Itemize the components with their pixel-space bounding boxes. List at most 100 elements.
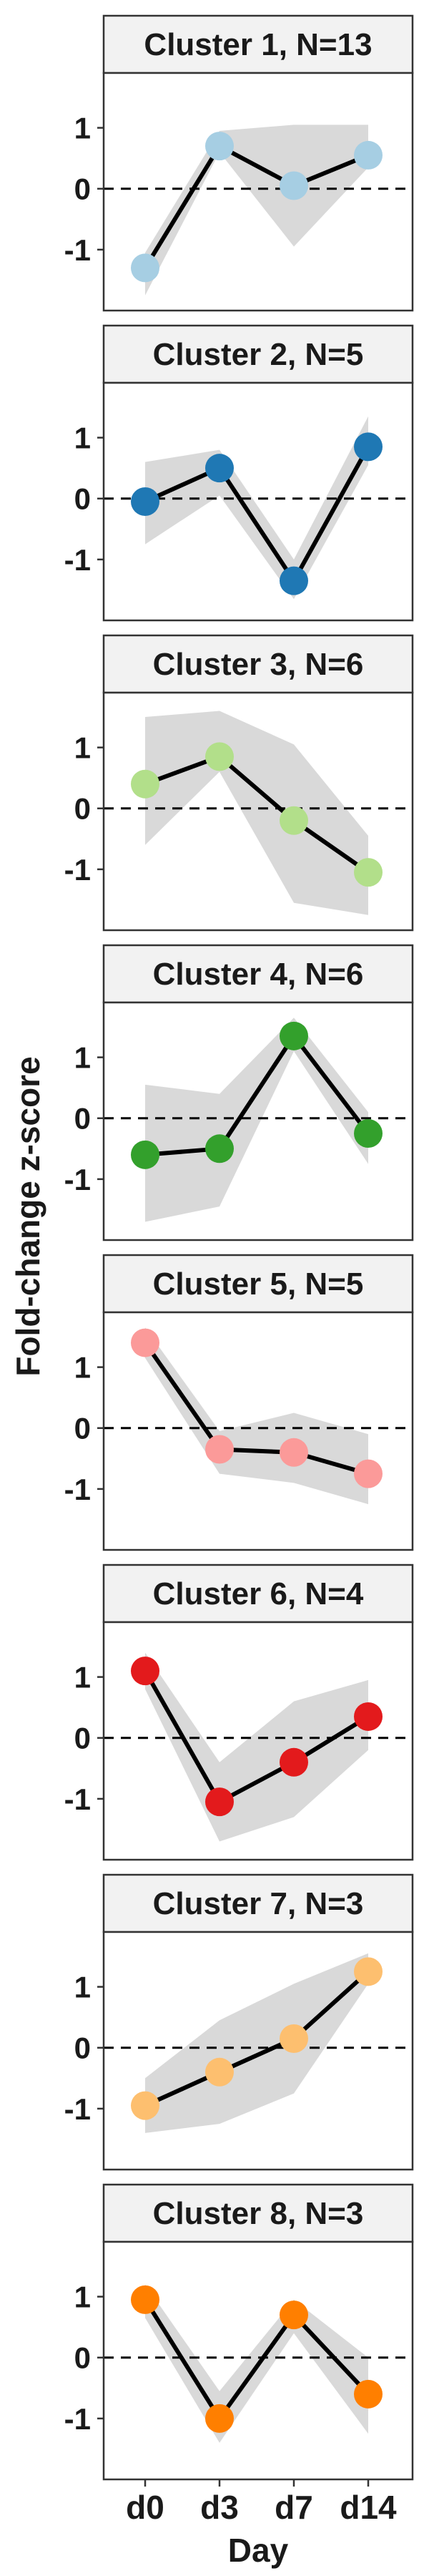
strip-header bbox=[102, 324, 414, 384]
data-point bbox=[131, 1328, 159, 1357]
x-tick-label: d3 bbox=[200, 2489, 239, 2526]
y-tick-label: 1 bbox=[74, 1041, 91, 1075]
strip-header bbox=[102, 1563, 414, 1624]
strip-header bbox=[102, 944, 414, 1004]
data-point bbox=[205, 1435, 234, 1464]
series-line bbox=[144, 1970, 370, 2108]
y-tick-label: 0 bbox=[74, 2341, 91, 2375]
panel-border bbox=[102, 381, 414, 622]
y-tick-label: 0 bbox=[74, 482, 91, 516]
y-tick-label: 0 bbox=[74, 1722, 91, 1755]
data-point bbox=[205, 1787, 234, 1817]
data-point bbox=[131, 1657, 159, 1686]
x-tick-label: d0 bbox=[126, 2489, 164, 2526]
y-tick-label: -1 bbox=[64, 2402, 91, 2436]
data-point bbox=[354, 140, 383, 170]
data-point bbox=[205, 132, 234, 161]
data-point bbox=[131, 253, 159, 283]
series-line bbox=[143, 2298, 370, 2421]
data-point bbox=[131, 2285, 159, 2314]
x-tick-label: d7 bbox=[275, 2489, 313, 2526]
y-tick-label: 1 bbox=[74, 731, 91, 765]
panel-border bbox=[102, 72, 414, 312]
x-axis: d0 d3 d7 d14 bbox=[126, 2479, 397, 2526]
strip-header bbox=[102, 14, 414, 74]
data-point bbox=[280, 2024, 308, 2053]
panel-border bbox=[102, 1621, 414, 1861]
data-point bbox=[280, 1021, 308, 1050]
strip-title: Cluster 5, N=5 bbox=[153, 1267, 364, 1302]
data-point bbox=[280, 2301, 308, 2330]
y-tick-label: 0 bbox=[74, 2031, 91, 2065]
data-point bbox=[205, 454, 234, 483]
y-tick-label: 1 bbox=[74, 2280, 91, 2314]
series-line bbox=[143, 1669, 370, 1805]
data-point bbox=[131, 769, 159, 799]
strip-header bbox=[102, 2183, 414, 2243]
y-tick-label: 1 bbox=[74, 1971, 91, 2004]
strip-title: Cluster 6, N=4 bbox=[153, 1576, 364, 1611]
strip-header bbox=[102, 634, 414, 694]
y-tick-label: 1 bbox=[74, 1661, 91, 1694]
panel-1: Cluster 1, N=13 1 0 -1 bbox=[64, 14, 414, 312]
data-point bbox=[205, 1134, 234, 1163]
data-point bbox=[280, 1747, 308, 1777]
data-point bbox=[354, 1957, 383, 1986]
data-point bbox=[354, 1459, 383, 1488]
data-point bbox=[354, 1119, 383, 1148]
y-tick-label: -1 bbox=[64, 543, 91, 577]
strip-header bbox=[102, 1873, 414, 1933]
series-line bbox=[143, 144, 370, 269]
strip-title: Cluster 1, N=13 bbox=[144, 27, 372, 62]
strip-header bbox=[102, 1254, 414, 1314]
panel-5: Cluster 5, N=5 1 0 -1 bbox=[64, 1254, 414, 1551]
range-ribbon bbox=[145, 1953, 368, 2133]
panel-7: Cluster 7, N=3 1 0 -1 bbox=[64, 1873, 414, 2171]
range-ribbon bbox=[145, 125, 368, 296]
panel-border bbox=[102, 1931, 414, 2171]
panel-border bbox=[102, 691, 414, 932]
y-tick-label: 0 bbox=[74, 1102, 91, 1136]
data-point bbox=[354, 432, 383, 462]
y-tick-label: -1 bbox=[64, 1782, 91, 1816]
data-point bbox=[354, 858, 383, 887]
x-tick-label: d14 bbox=[340, 2489, 397, 2526]
data-point bbox=[205, 2404, 234, 2433]
strip-title: Cluster 3, N=6 bbox=[153, 647, 364, 682]
data-point bbox=[280, 806, 308, 835]
y-axis-title: Fold-change z-score bbox=[9, 1056, 46, 1376]
y-tick-label: 1 bbox=[74, 421, 91, 455]
series-line bbox=[144, 1033, 370, 1157]
panel-border bbox=[102, 1311, 414, 1551]
series-line bbox=[143, 1341, 369, 1476]
panel-border bbox=[102, 1001, 414, 1241]
data-point bbox=[131, 1140, 159, 1169]
panel-4: Cluster 4, N=6 1 0 -1 bbox=[64, 944, 414, 1241]
data-point bbox=[205, 742, 234, 771]
y-tick-label: -1 bbox=[64, 2092, 91, 2126]
range-ribbon bbox=[145, 1327, 368, 1505]
y-tick-label: 1 bbox=[74, 112, 91, 145]
panel-3: Cluster 3, N=6 1 0 -1 bbox=[64, 634, 414, 932]
data-point bbox=[131, 2091, 159, 2120]
y-tick-label: 1 bbox=[74, 1351, 91, 1385]
range-ribbon bbox=[145, 1018, 368, 1222]
panel-8: Cluster 8, N=3 1 0 -1 bbox=[64, 2183, 414, 2481]
strip-title: Cluster 2, N=5 bbox=[153, 337, 364, 372]
y-tick-label: -1 bbox=[64, 1473, 91, 1506]
y-tick-label: -1 bbox=[64, 853, 91, 887]
data-point bbox=[354, 1702, 383, 1731]
data-point bbox=[280, 1438, 308, 1467]
panel-border bbox=[102, 2240, 414, 2481]
strip-title: Cluster 8, N=3 bbox=[153, 2196, 364, 2231]
range-ribbon bbox=[145, 1652, 368, 1842]
strip-title: Cluster 4, N=6 bbox=[153, 957, 364, 992]
data-point bbox=[205, 2057, 234, 2087]
strip-title: Cluster 7, N=3 bbox=[153, 1886, 364, 1921]
series-line bbox=[144, 445, 370, 583]
x-axis-title: Day bbox=[228, 2532, 289, 2569]
range-ribbon bbox=[145, 416, 368, 600]
data-point bbox=[354, 2379, 383, 2409]
